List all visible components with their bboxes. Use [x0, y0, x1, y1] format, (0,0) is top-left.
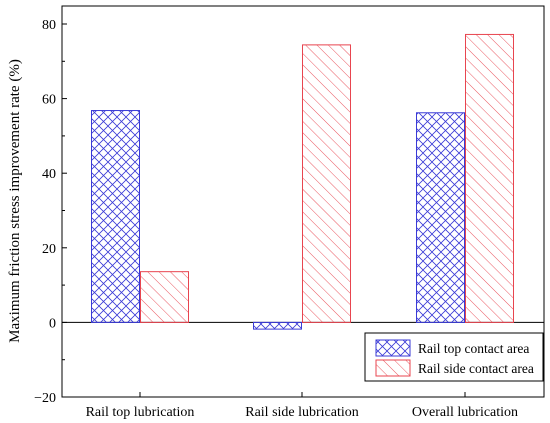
x-category-label: Rail top lubrication — [86, 405, 195, 420]
y-tick-label: 80 — [42, 18, 56, 33]
bar-rail-side-2 — [465, 33, 514, 323]
x-category-label: Rail side lubrication — [245, 405, 359, 420]
bar-rail-top-0 — [91, 110, 140, 323]
bar-rail-top-2 — [416, 112, 465, 323]
x-axis: Rail top lubrication Rail side lubricatio… — [86, 392, 518, 420]
legend-label-rail-top: Rail top contact area — [418, 341, 529, 356]
y-tick-label: 20 — [42, 242, 56, 257]
plot-frame — [61, 5, 545, 398]
bar-rail-side-1 — [302, 44, 351, 323]
legend-label-rail-side: Rail side contact area — [418, 361, 534, 376]
bars — [91, 33, 514, 330]
y-axis: −20 0 20 40 60 80 — [34, 18, 67, 406]
bar-rail-side-0 — [140, 271, 189, 323]
y-tick-label: 40 — [42, 167, 56, 182]
y-axis-label: Maximum friction stress improvement rate… — [7, 59, 23, 343]
y-tick-label: 60 — [42, 93, 56, 108]
y-tick-label: 0 — [49, 316, 56, 331]
bar-rail-top-1 — [253, 321, 302, 330]
x-category-label: Overall lubrication — [412, 405, 518, 420]
legend-swatch-rail-top — [375, 339, 411, 357]
legend: Rail top contact area Rail side contact … — [364, 332, 544, 382]
y-tick-label: −20 — [34, 391, 56, 406]
legend-swatch-rail-side — [375, 359, 411, 377]
